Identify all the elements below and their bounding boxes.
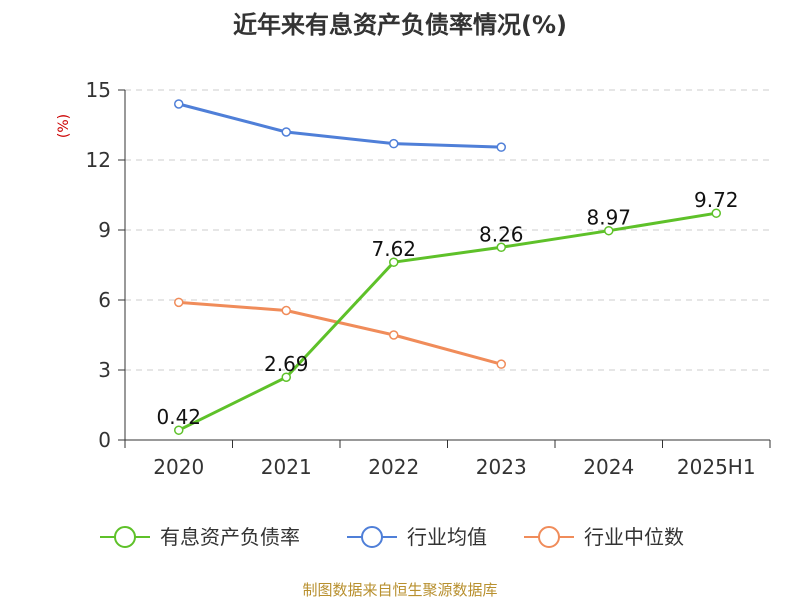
x-tick-label: 2022 [368,455,419,479]
grid-lines [125,89,770,371]
legend-item-2: 行业中位数 [524,525,684,549]
data-point [604,225,614,236]
y-tick-label: 6 [98,288,111,312]
y-tick-label: 15 [86,78,111,102]
y-tick-label: 3 [98,358,111,382]
data-label: 9.72 [694,188,739,212]
x-tick-label: 2023 [476,455,527,479]
data-point [174,99,184,109]
data-point [389,138,399,149]
y-tick-label: 12 [86,148,111,172]
x-tick-label: 2020 [153,455,204,479]
data-point [389,257,399,267]
data-point [496,242,506,253]
y-tick-label: 0 [98,428,111,452]
y-tick-label: 9 [98,218,111,242]
data-point [281,372,291,382]
series-1 [174,99,506,152]
data-point [174,297,184,308]
legend-label: 行业中位数 [584,525,684,549]
series-line [178,211,717,432]
axes: 0 3 6 9 12 15 2020 2021 2022 2023 2024 2025H1 [86,78,771,479]
series-line [178,300,502,366]
data-point [281,305,291,316]
legend-marker [538,526,560,548]
legend-item-1: 行业均值 [347,525,487,549]
series-lines [174,99,721,435]
x-tick-label: 2021 [261,455,312,479]
data-point [174,425,184,435]
legend-label: 行业均值 [407,525,487,549]
x-tick-label: 2025H1 [677,455,756,479]
data-label: 2.69 [264,352,309,376]
data-labels: 0.42 2.69 7.62 8.26 8.97 9.72 [156,188,738,429]
data-label: 8.26 [479,222,524,246]
data-point [711,208,721,218]
series-line [178,102,502,149]
data-point [389,330,399,340]
data-label: 8.97 [586,206,631,230]
data-point [496,142,506,152]
legend-item-0: 有息资产负债率 [100,525,300,549]
source-note: 制图数据来自恒生聚源数据库 [302,581,497,599]
data-label: 7.62 [371,237,416,261]
legend: 有息资产负债率 行业均值 行业中位数 [100,525,684,549]
data-point [281,127,291,137]
legend-marker [114,526,136,548]
y-axis-label: (%) [56,114,72,138]
data-label: 0.42 [156,405,201,429]
legend-marker [361,526,383,548]
legend-label: 有息资产负债率 [160,525,300,549]
series-0 [174,208,721,435]
data-point [496,359,506,369]
series-2 [174,297,506,369]
chart-title: 近年来有息资产负债率情况(%) [233,11,567,39]
x-tick-label: 2024 [583,455,634,479]
